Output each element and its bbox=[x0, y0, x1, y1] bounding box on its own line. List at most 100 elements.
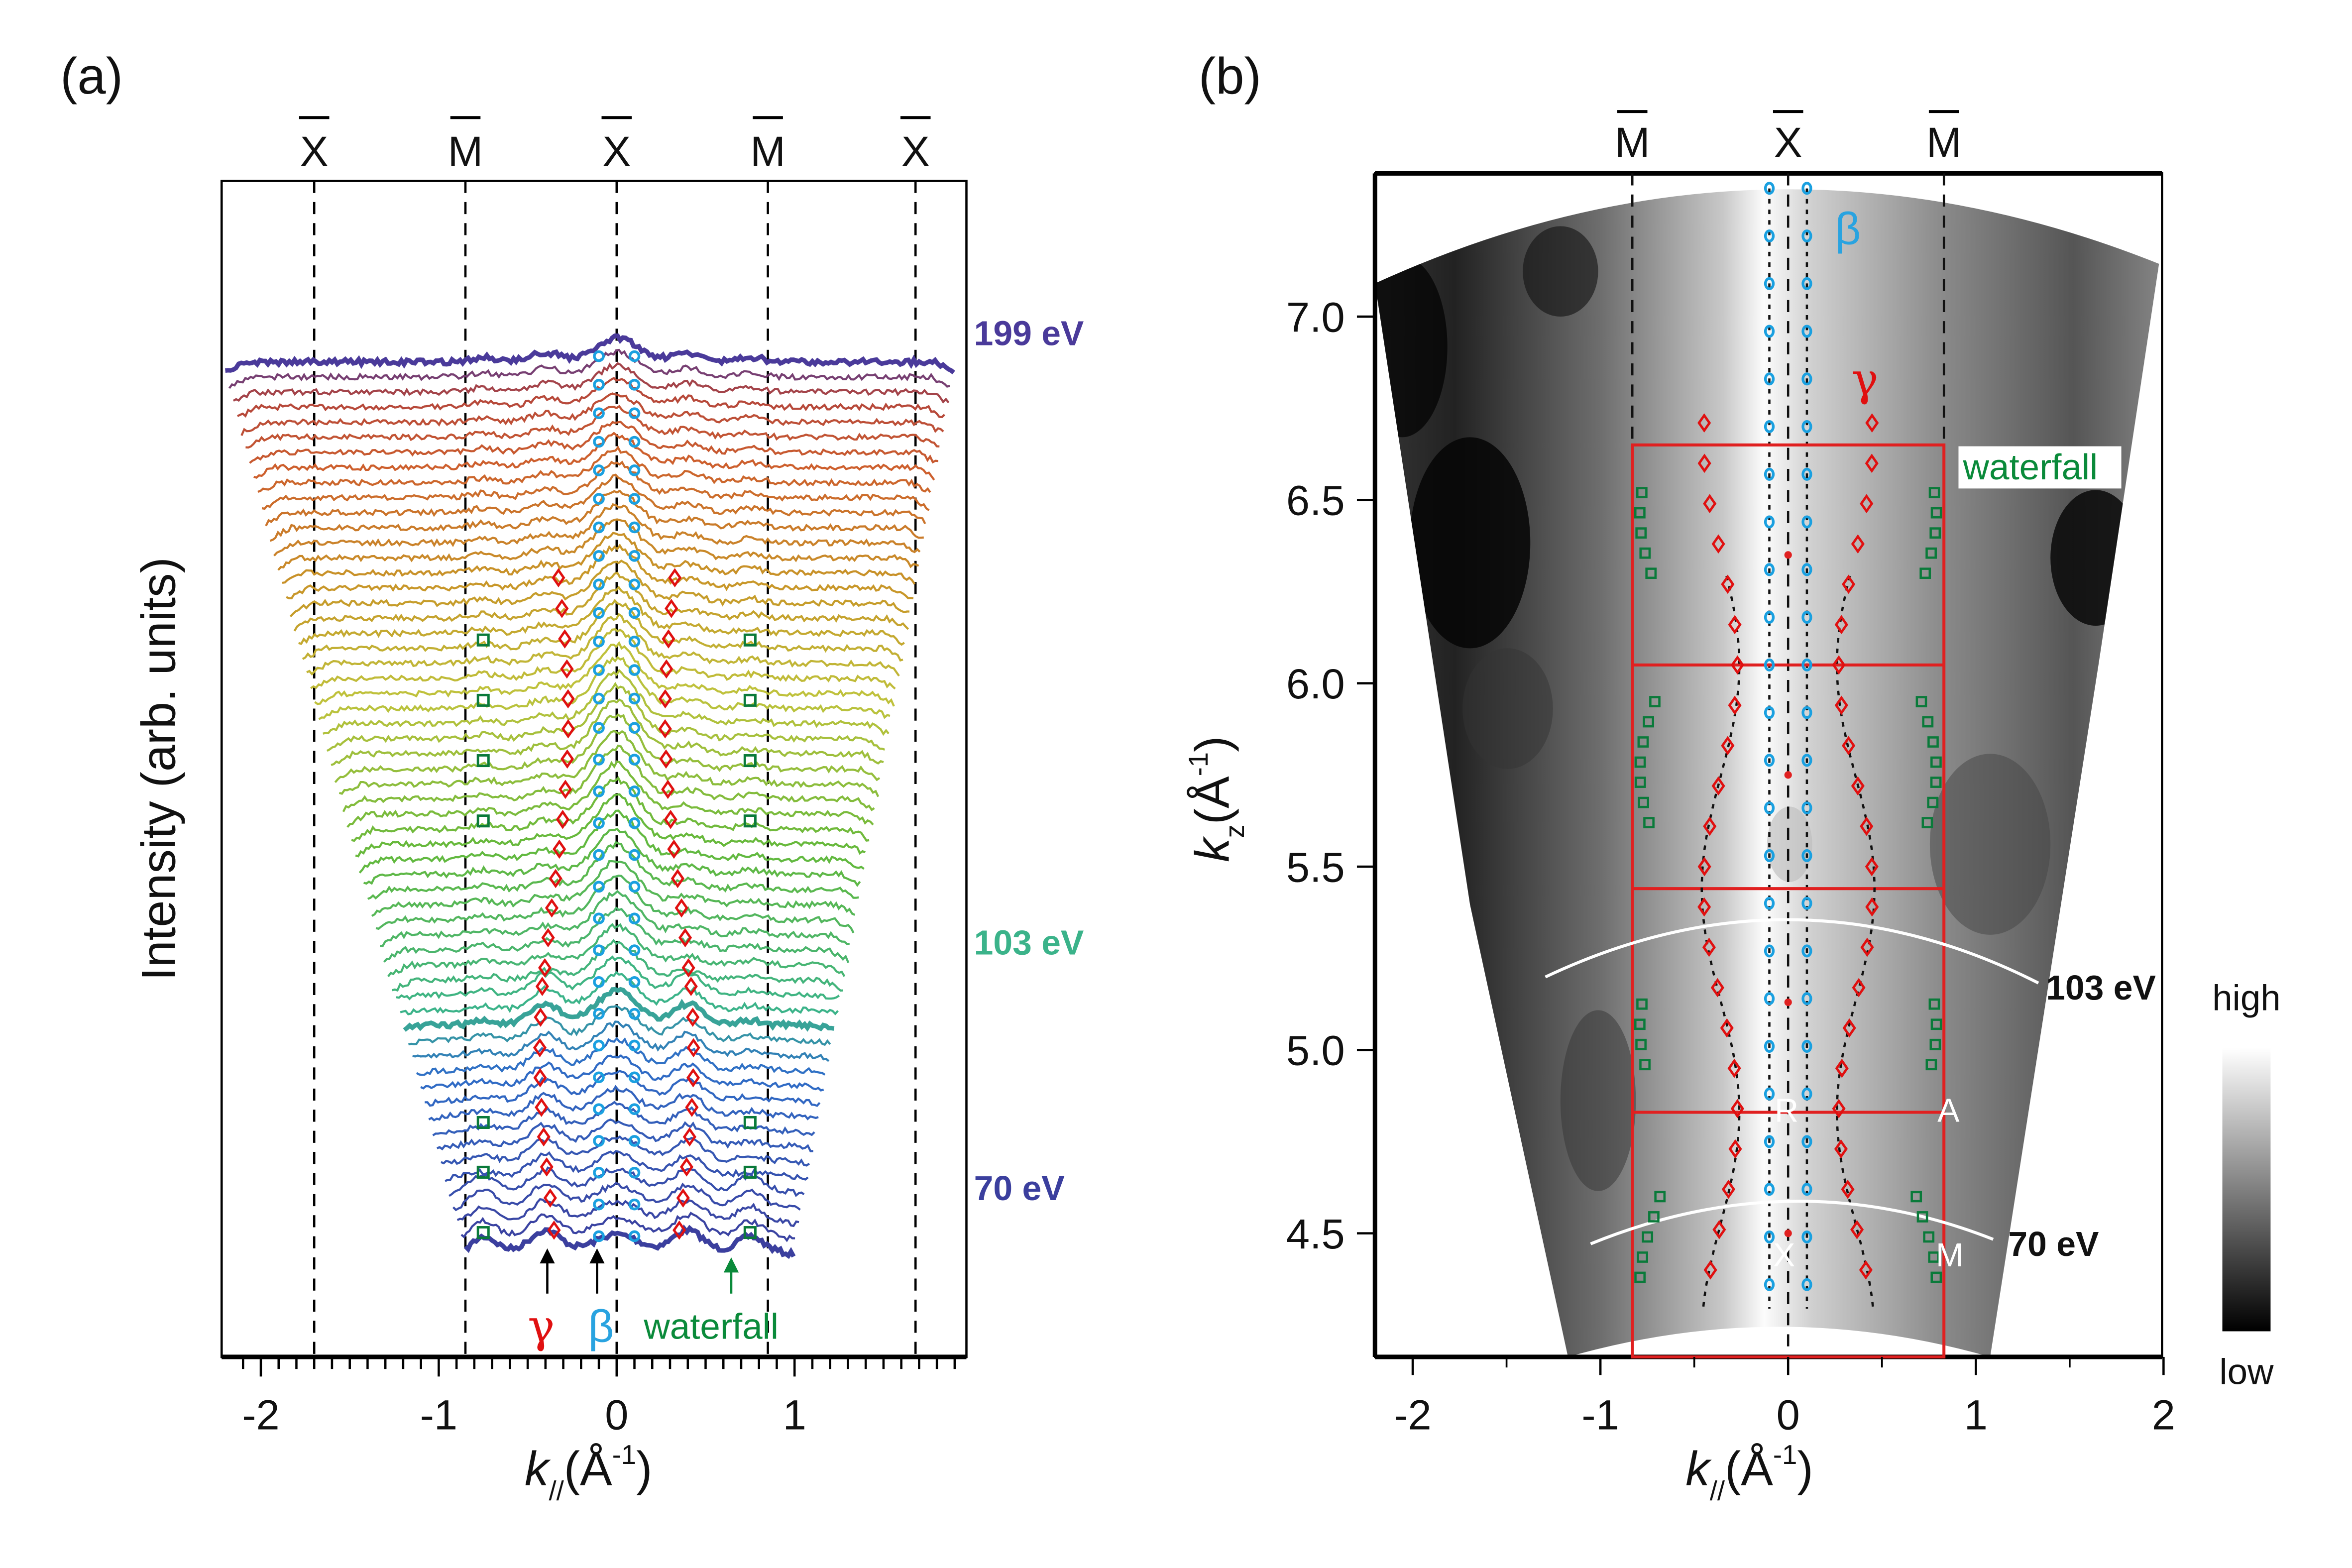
mdc-curve bbox=[396, 955, 840, 1001]
x-tick-label: -1 bbox=[420, 1391, 457, 1438]
x-tick-label: 0 bbox=[605, 1391, 628, 1438]
gamma-marker bbox=[1865, 897, 1879, 917]
waterfall-marker bbox=[1928, 1251, 1940, 1263]
y-tick-label: 6.0 bbox=[1286, 660, 1345, 707]
gamma-marker bbox=[1865, 413, 1879, 433]
beta-marker bbox=[593, 1166, 605, 1179]
waterfall-marker bbox=[1636, 487, 1648, 498]
beta-marker bbox=[1764, 754, 1775, 767]
mdc-curve bbox=[265, 473, 926, 527]
beta-marker bbox=[628, 1198, 641, 1211]
colorbar-high-label: high bbox=[2212, 978, 2280, 1018]
beta-marker bbox=[593, 493, 605, 505]
mdc-curve bbox=[257, 446, 931, 493]
gamma-marker bbox=[552, 568, 565, 587]
mdc-curve bbox=[253, 432, 935, 481]
mdc-curve bbox=[249, 421, 939, 464]
gamma-marker bbox=[671, 869, 684, 889]
beta-marker bbox=[628, 578, 641, 590]
beta-marker bbox=[628, 976, 641, 988]
mdc-curve bbox=[355, 793, 866, 858]
mdc-curve bbox=[383, 906, 850, 963]
mdc-curve bbox=[232, 362, 950, 404]
beta-marker bbox=[1801, 277, 1812, 290]
gamma-marker bbox=[684, 977, 698, 997]
waterfall-marker bbox=[1922, 716, 1934, 728]
mdc-curve bbox=[403, 987, 835, 1032]
waterfall-marker bbox=[1634, 777, 1646, 788]
beta-marker bbox=[628, 722, 641, 734]
beta-marker bbox=[593, 1230, 605, 1242]
mdc-curve bbox=[441, 1135, 810, 1167]
gamma-marker bbox=[537, 1127, 551, 1147]
mdc-curve bbox=[428, 1085, 819, 1122]
mdc-curve bbox=[346, 760, 874, 828]
beta-marker bbox=[628, 692, 641, 705]
beta-marker bbox=[628, 607, 641, 619]
waterfall-label-b: waterfall bbox=[1963, 447, 2098, 487]
gamma-marker bbox=[1721, 736, 1735, 756]
bz-center-dot bbox=[1784, 771, 1792, 779]
gamma-marker bbox=[1703, 816, 1717, 836]
high-symmetry-label: X bbox=[300, 127, 329, 175]
mdc-curve bbox=[282, 532, 916, 585]
waterfall-marker bbox=[1637, 1251, 1648, 1263]
beta-marker bbox=[593, 1198, 605, 1211]
panel-a-waterfall-plot: X M X M X -2 -1 0 1 199 eV 103 eV 70 eV γ β wat… bbox=[131, 116, 1084, 1506]
beta-marker bbox=[1764, 1230, 1775, 1243]
beta-marker bbox=[628, 350, 641, 362]
gamma-annotation: γ bbox=[528, 1301, 555, 1353]
gamma-marker bbox=[1834, 615, 1848, 635]
beta-marker bbox=[593, 521, 605, 534]
gamma-arrow-icon bbox=[540, 1248, 555, 1294]
bz-boundary-box bbox=[1631, 443, 1946, 1358]
mdc-curve bbox=[237, 377, 946, 418]
gamma-marker bbox=[659, 749, 673, 769]
gamma-marker bbox=[540, 1157, 554, 1177]
x-ticks-a: -2 -1 0 1 bbox=[241, 1356, 956, 1438]
beta-marker bbox=[1801, 1183, 1812, 1196]
mdc-curve bbox=[400, 971, 839, 1015]
panel-label-b: (b) bbox=[1199, 47, 1261, 105]
beta-marker bbox=[628, 550, 641, 562]
beta-marker bbox=[628, 1166, 641, 1179]
beta-marker bbox=[1801, 611, 1812, 624]
gamma-marker bbox=[658, 719, 672, 739]
beta-marker bbox=[593, 578, 605, 590]
beta-marker bbox=[1764, 944, 1775, 958]
high-symmetry-label: M bbox=[1615, 118, 1650, 166]
waterfall-marker bbox=[1654, 1191, 1666, 1203]
mdc-curve bbox=[420, 1054, 824, 1092]
waterfall-marker bbox=[1635, 1038, 1647, 1050]
waterfall-marker bbox=[1916, 1211, 1928, 1223]
mdc-curve bbox=[452, 1182, 801, 1212]
x-axis-label-b: k//(Å-1) bbox=[1685, 1440, 1813, 1506]
kz-intensity-map bbox=[1375, 189, 2159, 1357]
panel-b-kz-map: M X M -2 -1 0 1 2 4.5 5.0 5.5 6.0 6.5 7.0 β γ waterf… bbox=[1183, 110, 2281, 1506]
bz-center-dot bbox=[1784, 1230, 1792, 1237]
gamma-marker bbox=[1720, 1018, 1734, 1038]
beta-marker bbox=[1801, 1135, 1812, 1148]
gamma-marker bbox=[1860, 816, 1874, 836]
gamma-marker bbox=[1697, 857, 1711, 877]
gamma-marker bbox=[672, 1220, 686, 1240]
mdc-curve bbox=[326, 681, 886, 752]
beta-marker bbox=[593, 754, 605, 766]
gamma-marker bbox=[535, 977, 549, 997]
waterfall-marker bbox=[743, 693, 757, 707]
bz-center-dot bbox=[1784, 998, 1792, 1007]
beta-marker bbox=[1801, 420, 1812, 434]
gamma-marker bbox=[547, 1220, 561, 1240]
beta-marker bbox=[1801, 944, 1812, 958]
beta-marker bbox=[628, 1103, 641, 1115]
gamma-marker bbox=[686, 1068, 700, 1088]
waterfall-marker bbox=[1649, 696, 1661, 707]
beta-marker bbox=[1764, 420, 1775, 434]
mdc-curve bbox=[363, 827, 861, 887]
mdc-curve bbox=[334, 713, 881, 784]
beta-marker bbox=[1764, 1087, 1775, 1101]
waterfall-annotation: waterfall bbox=[643, 1307, 779, 1347]
mdc-curve bbox=[416, 1037, 826, 1076]
beta-marker bbox=[1764, 992, 1775, 1006]
gamma-marker bbox=[1835, 1058, 1849, 1078]
